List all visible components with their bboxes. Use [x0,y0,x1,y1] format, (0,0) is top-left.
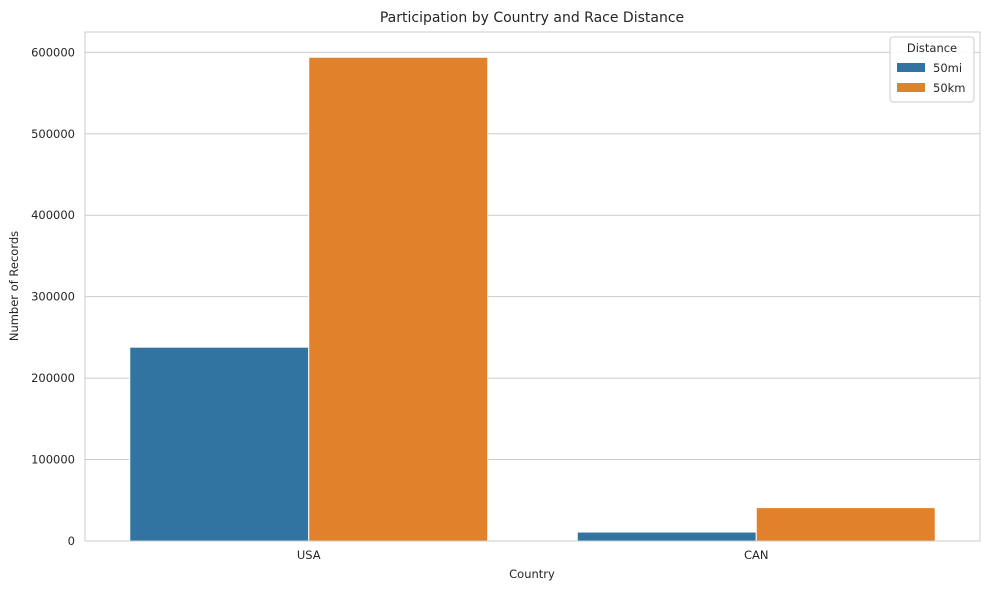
bar-usa-50km [308,56,489,542]
chart-title: Participation by Country and Race Distan… [380,10,684,26]
bar-usa-50mi [129,346,310,542]
x-tick-label: CAN [744,548,769,562]
x-tick-labels: USA CAN [297,548,769,562]
y-tick-label: 500000 [31,127,75,141]
y-tick-label: 200000 [31,371,75,385]
y-tick-label: 0 [68,534,75,548]
y-axis-label: Number of Records [7,231,21,341]
legend-label-50km: 50km [933,81,966,95]
x-tick-label: USA [297,548,321,562]
plot-frame [84,31,981,542]
legend: Distance 50mi 50km [889,36,975,103]
legend-title: Distance [907,41,957,55]
legend-swatch-50mi [897,63,925,72]
legend-label-50mi: 50mi [933,61,962,75]
y-tick-label: 100000 [31,453,75,467]
legend-swatch-50km [897,83,925,92]
x-axis-label: Country [509,567,555,581]
bar-can-50mi [576,531,757,542]
y-tick-label: 400000 [31,208,75,222]
bars [129,56,936,542]
y-tick-label: 300000 [31,290,75,304]
y-tick-labels: 0 100000 200000 300000 400000 500000 600000 [31,45,75,548]
y-tick-label: 600000 [31,45,75,59]
bar-can-50km [755,507,936,542]
